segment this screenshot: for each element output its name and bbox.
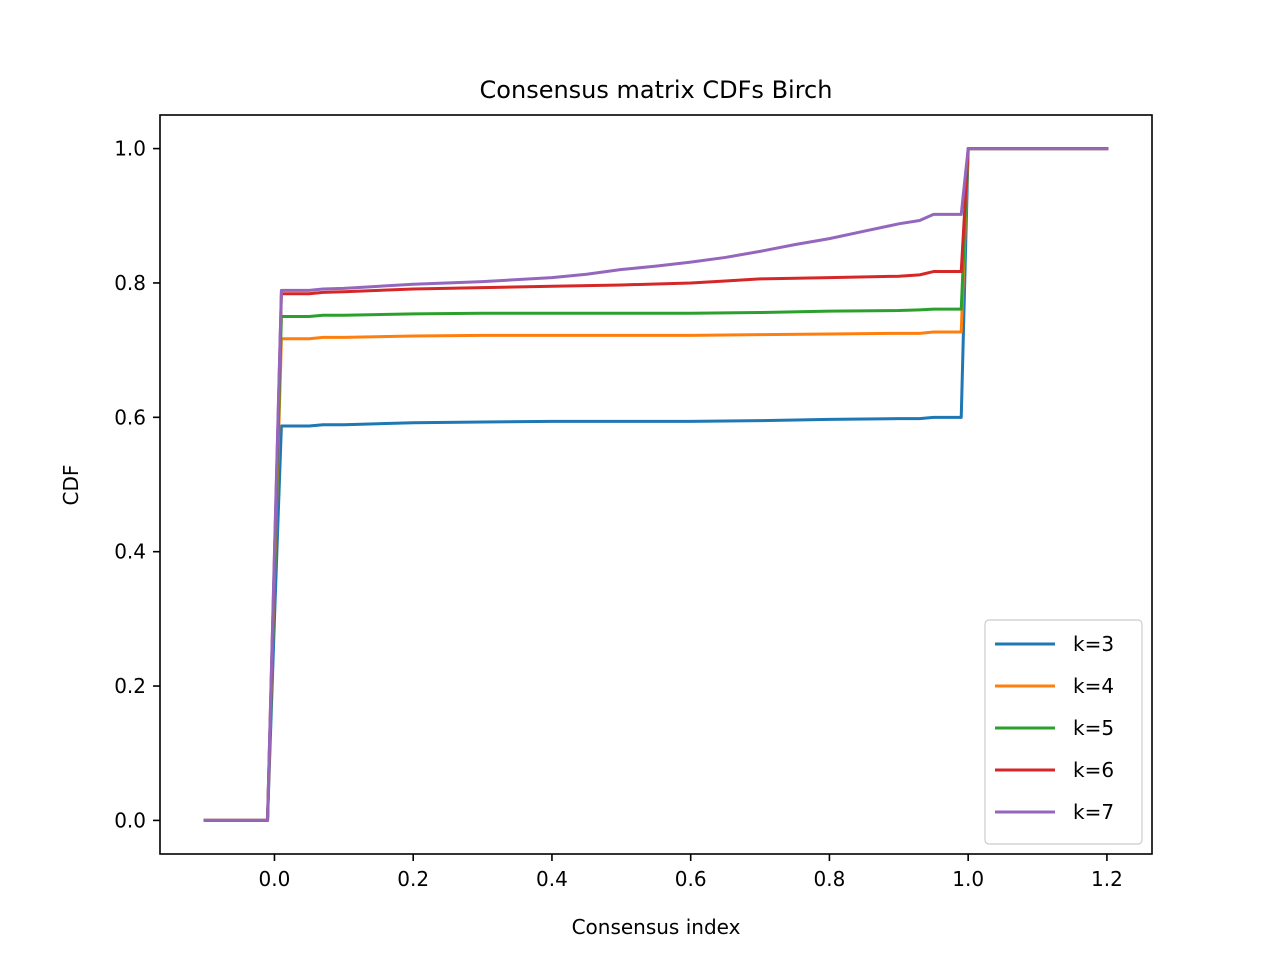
y-tick-label: 0.8 — [114, 271, 146, 295]
x-tick-label: 1.0 — [952, 867, 984, 891]
ticks-layer: 0.0 0.2 0.4 0.6 0.8 1.0 1.2 0.0 0.2 0.4 0.6 0.8 1.0 — [114, 137, 1123, 891]
x-axis-label: Consensus index — [572, 915, 741, 939]
series-line-k=5 — [203, 147, 1109, 822]
y-tick-label: 0.2 — [114, 674, 146, 698]
x-tick-label: 1.2 — [1091, 867, 1123, 891]
x-tick-label: 0.2 — [397, 867, 429, 891]
x-tick-label: 0.4 — [536, 867, 568, 891]
y-tick-label: 0.6 — [114, 405, 146, 429]
plot-frame — [159, 114, 1153, 855]
legend-label-k=5: k=5 — [1073, 716, 1114, 740]
x-tick-label: 0.0 — [259, 867, 291, 891]
legend-label-k=6: k=6 — [1073, 758, 1114, 782]
legend-label-k=4: k=4 — [1073, 674, 1114, 698]
series-line-k=3 — [203, 147, 1109, 822]
x-tick-label: 0.6 — [675, 867, 707, 891]
series-line-k=4 — [203, 147, 1109, 822]
legend-box — [984, 619, 1143, 845]
y-tick-label: 0.0 — [114, 808, 146, 832]
chart-title: Consensus matrix CDFs Birch — [480, 76, 833, 104]
legend: k=3 k=4 k=5 k=6 k=7 — [984, 619, 1143, 845]
legend-label-k=3: k=3 — [1073, 632, 1114, 656]
series-layer — [203, 147, 1109, 822]
series-line-k=6 — [203, 147, 1109, 822]
y-tick-label: 1.0 — [114, 137, 146, 161]
x-tick-label: 0.8 — [814, 867, 846, 891]
y-axis-label: CDF — [59, 465, 83, 506]
legend-label-k=7: k=7 — [1073, 800, 1114, 824]
series-line-k=7 — [203, 147, 1109, 822]
y-tick-label: 0.4 — [114, 540, 146, 564]
